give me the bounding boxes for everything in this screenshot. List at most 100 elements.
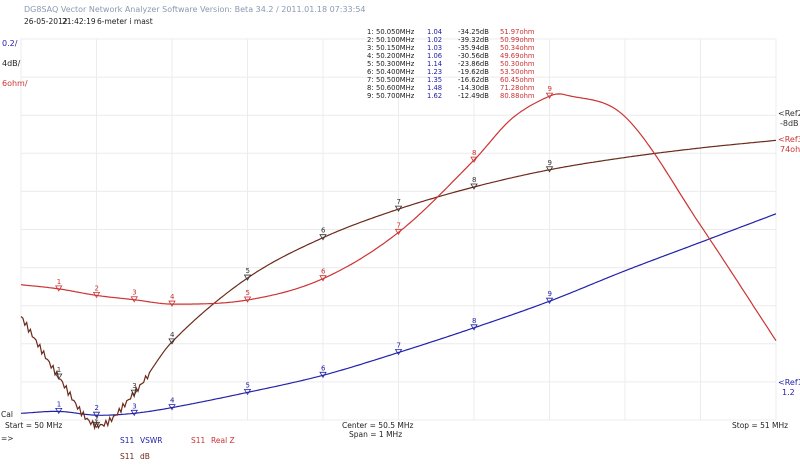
- legend: S11 VSWR S11 Real Z S11 dB: [120, 436, 235, 461]
- marker-triangle: [92, 421, 101, 429]
- marker-table-cell: 71.28ohm: [500, 84, 535, 92]
- marker-table-cell: 1.14: [427, 60, 442, 68]
- marker-table-cell: 50.700MHz: [376, 92, 415, 100]
- marker-number: 3: [132, 289, 136, 297]
- marker-triangle: [394, 228, 403, 236]
- marker-table-cell: -16.62dB: [458, 76, 489, 84]
- marker-triangle: [545, 166, 554, 173]
- marker-number: 5: [246, 267, 250, 275]
- marker-number: 3: [132, 382, 136, 390]
- marker-triangle: [243, 296, 252, 303]
- marker-number: 9: [548, 85, 552, 93]
- marker-number: 9: [548, 159, 552, 167]
- marker-table-cell: -23.86dB: [458, 60, 489, 68]
- marker-table-cell: 50.500MHz: [376, 76, 415, 84]
- marker-table-cell: 80.88ohm: [500, 92, 535, 100]
- marker-number: 9: [548, 290, 552, 298]
- marker-table-cell: 1:: [367, 28, 374, 36]
- marker-triangle: [394, 205, 403, 212]
- marker-table-cell: 7:: [367, 76, 374, 84]
- ref3-label: <Ref3: [778, 135, 800, 144]
- legend-realz-label: Real Z: [211, 436, 235, 445]
- marker-triangle: [545, 92, 554, 99]
- trace-markers: 1 1 1 2 2 2 3 3 3 4 4 4 5 5 5 6 6 6 7 7 7 8 8 8 9 9 9: [55, 85, 554, 429]
- marker-number: 2: [95, 404, 99, 412]
- marker-number: 4: [170, 331, 175, 339]
- marker-number: 8: [472, 176, 476, 184]
- marker-table-cell: 4:: [367, 52, 374, 60]
- marker-triangle: [92, 292, 101, 299]
- marker-number: 7: [397, 221, 401, 229]
- legend-vswr-prefix: S11: [120, 436, 135, 445]
- marker-triangle: [168, 338, 176, 345]
- marker-table-cell: 2:: [367, 36, 374, 44]
- marker-triangle: [168, 300, 176, 307]
- marker-table-cell: 1.02: [427, 36, 442, 44]
- arrow-label: =>: [1, 434, 14, 443]
- marker-triangle: [470, 183, 478, 190]
- marker-table-cell: -12.49dB: [458, 92, 489, 100]
- marker-table-cell: -35.94dB: [458, 44, 489, 52]
- marker-number: 2: [95, 284, 99, 292]
- marker-triangle: [55, 285, 63, 292]
- marker-table-cell: 9:: [367, 92, 374, 100]
- legend-vswr-label: VSWR: [140, 436, 163, 445]
- marker-table-cell: 60.45ohm: [500, 76, 535, 84]
- chart-title: DG8SAQ Vector Network Analyzer Software …: [24, 5, 366, 14]
- marker-table-cell: 50.30ohm: [500, 60, 535, 68]
- marker-table-cell: 50.200MHz: [376, 52, 415, 60]
- marker-triangle: [319, 371, 327, 379]
- center-label: Center = 50.5 MHz: [342, 421, 413, 430]
- marker-triangle: [545, 297, 554, 304]
- marker-number: 4: [170, 293, 175, 301]
- start-label: Start = 50 MHz: [5, 421, 62, 430]
- marker-number: 1: [57, 278, 61, 286]
- marker-table-cell: 3:: [367, 44, 374, 52]
- marker-number: 5: [246, 289, 250, 297]
- marker-triangle: [130, 409, 138, 417]
- marker-triangle: [470, 156, 478, 163]
- marker-table-cell: 1.23: [427, 68, 442, 76]
- cal-label: Cal: [1, 410, 13, 419]
- marker-table-cell: 49.69ohm: [500, 52, 535, 60]
- scale-vswr: 0.2/: [2, 39, 18, 48]
- marker-table-cell: 50.150MHz: [376, 44, 415, 52]
- marker-triangle: [394, 349, 403, 356]
- marker-number: 3: [132, 402, 136, 410]
- marker-triangle: [55, 408, 63, 415]
- marker-number: 6: [321, 364, 326, 372]
- marker-number: 7: [397, 342, 401, 350]
- marker-table-cell: 50.100MHz: [376, 36, 415, 44]
- marker-triangle: [130, 389, 138, 396]
- marker-table-cell: -34.25dB: [458, 28, 489, 36]
- ref3-value: 74ohm: [780, 145, 800, 154]
- scale-db: 4dB/: [2, 59, 21, 68]
- series-line-vswr: [20, 213, 777, 416]
- marker-number: 8: [472, 317, 476, 325]
- marker-table-cell: 50.300MHz: [376, 60, 415, 68]
- marker-table-cell: 50.600MHz: [376, 84, 415, 92]
- marker-triangle: [243, 274, 252, 281]
- ref2-value: -8dB: [780, 119, 799, 128]
- marker-triangle: [168, 404, 176, 411]
- marker-table-cell: 6:: [367, 68, 374, 76]
- marker-table-cell: -19.62dB: [458, 68, 489, 76]
- subtitle-note: 6-meter i mast: [97, 17, 153, 26]
- series-line-db: [20, 139, 777, 431]
- marker-table-cell: 1.06: [427, 52, 442, 60]
- marker-table-cell: 1.48: [427, 84, 442, 92]
- marker-number: 6: [321, 227, 326, 235]
- subtitle-date: 26-05-2012: [24, 17, 68, 26]
- marker-table-cell: 5:: [367, 60, 374, 68]
- marker-table-cell: 50.34ohm: [500, 44, 535, 52]
- marker-table-cell: -14.30dB: [458, 84, 489, 92]
- marker-table-cell: 8:: [367, 84, 374, 92]
- ref2-label: <Ref2: [778, 109, 800, 118]
- marker-table-cell: 1.03: [427, 44, 442, 52]
- marker-table-cell: 50.99ohm: [500, 36, 535, 44]
- marker-triangle: [243, 389, 252, 396]
- marker-table-cell: 1.04: [427, 28, 442, 36]
